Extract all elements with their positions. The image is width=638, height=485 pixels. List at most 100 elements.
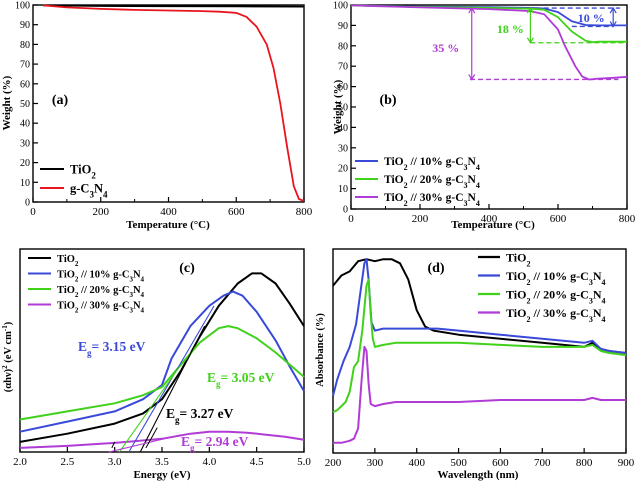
legend-label-part: // 20% g-C (78, 285, 129, 296)
x-tick-label: 900 (618, 457, 635, 469)
tangent-line (118, 364, 182, 453)
legend-label-part: 3 (89, 190, 94, 200)
y-axis-title-part: (αhν) (3, 368, 14, 392)
legend-label-part: 2 (75, 307, 79, 315)
x-tick-label: 5.0 (297, 456, 311, 468)
legend-label-part: 2 (526, 296, 530, 305)
legend-label-part: 2 (91, 171, 96, 181)
legend-label-part: N (133, 301, 141, 312)
x-tick-label: 500 (450, 457, 467, 469)
x-tick-label: 4.5 (250, 456, 264, 468)
y-tick-label: 100 (333, 1, 348, 12)
x-axis-title: Energy (eV) (133, 469, 190, 481)
eg-annotation-part: = 3.27 eV (180, 406, 234, 421)
eg-annotation: Eg= 2.94 eV (181, 434, 249, 453)
series-line (332, 278, 627, 414)
legend-label: TiO2 // 30% g-C3N4 (506, 306, 605, 324)
eg-annotation: Eg= 3.15 eV (78, 339, 146, 358)
arrow-head (526, 6, 534, 14)
legend-label-part: // 20% g-C (408, 174, 464, 186)
legend-label-part: N (94, 182, 103, 196)
legend-label-part: 4 (601, 278, 605, 287)
tangent-line (139, 325, 206, 453)
legend-label-part: N (133, 285, 141, 296)
x-axis-title: Temperature (°C) (451, 219, 535, 231)
x-tick-label: 0 (30, 206, 36, 218)
y-tick-label: 20 (338, 164, 348, 175)
y-tick-label: 60 (338, 82, 348, 93)
y-tick-label: 40 (20, 119, 30, 130)
series-line (350, 4, 627, 43)
legend-label-part: TiO (70, 163, 92, 177)
legend-label-part: TiO (57, 285, 75, 296)
series-line (19, 290, 305, 433)
y-tick-label: 50 (338, 103, 348, 114)
eg-annotation-part: E (181, 434, 190, 449)
arrow-head (609, 21, 617, 28)
legend-label-part: 2 (526, 315, 530, 324)
y-tick-label: 70 (338, 62, 348, 73)
eg-annotation: Eg= 3.27 eV (166, 406, 234, 425)
y-tick-label: 10 (20, 178, 30, 189)
panel-label: (b) (379, 93, 396, 108)
annotation-label: 18 % (497, 22, 524, 36)
x-tick-label: 3.0 (108, 456, 122, 468)
y-tick-label: 10 (338, 184, 348, 195)
y-tick-label: 0 (343, 205, 348, 216)
legend-label-part: 3 (129, 276, 133, 284)
legend-label-part: N (468, 174, 477, 186)
eg-annotation-part: g (216, 379, 221, 389)
plot-frame (332, 248, 627, 454)
legend-label-part: 3 (464, 163, 468, 172)
legend-label-part: 2 (526, 259, 530, 268)
legend-label-part: // 20% g-C (530, 288, 588, 302)
eg-annotation-part: g (175, 415, 180, 425)
x-tick-label: 400 (481, 213, 498, 225)
legend-label-part: TiO (506, 288, 526, 302)
legend-label-part: 4 (476, 181, 480, 190)
x-tick-label: 400 (408, 457, 425, 469)
x-axis-title: Wavelength (nm) (438, 469, 519, 481)
tangent-line (108, 434, 182, 453)
legend-label-part: TiO (506, 306, 526, 320)
x-tick-label: 400 (160, 206, 177, 218)
annotation-arrow (145, 427, 158, 449)
x-tick-label: 2.5 (60, 456, 74, 468)
legend-label-part: 3 (589, 296, 593, 305)
legend-label-part: // 10% g-C (78, 270, 129, 281)
annotation-arrow (111, 441, 116, 449)
y-axis-title: (αhν)2 (eV cm-1) (1, 321, 14, 392)
x-tick-label: 0 (348, 213, 354, 225)
y-tick-label: 90 (20, 20, 30, 31)
x-tick-label: 800 (576, 457, 593, 469)
legend-label-part: N (593, 269, 602, 283)
x-tick-label: 3.5 (155, 456, 169, 468)
y-axis-title-part: ) (3, 321, 14, 325)
legend-label-part: TiO (57, 254, 75, 265)
legend-label-part: TiO (506, 269, 526, 283)
legend-label: TiO2 // 20% g-C3N4 (506, 288, 605, 306)
y-tick-label: 20 (20, 158, 30, 169)
series-line (332, 258, 627, 354)
legend-label: TiO2 // 20% g-C3N4 (384, 174, 480, 190)
legend-label: TiO2 (506, 251, 530, 269)
series-line (19, 430, 305, 449)
legend-label-part: TiO (384, 156, 404, 168)
legend-label-part: N (133, 270, 141, 281)
legend-label-part: // 30% g-C (408, 192, 464, 204)
legend-label: TiO2 (57, 254, 79, 268)
x-tick-label: 800 (619, 213, 636, 225)
legend-label-part: TiO (57, 270, 75, 281)
x-tick-label: 200 (93, 206, 110, 218)
x-tick-label: 300 (367, 457, 384, 469)
x-tick-label: 800 (296, 206, 313, 218)
legend-label-part: 3 (129, 291, 133, 299)
series-line (332, 258, 627, 397)
y-tick-label: 0 (25, 198, 30, 209)
y-tick-label: 40 (338, 123, 348, 134)
y-axis-title-part: 2 (1, 365, 9, 369)
panel-a: 0 200 400 600 800 0 10 20 30 40 50 60 70 80 90 100 Tempe… (1, 1, 313, 232)
legend-label-part: 4 (103, 190, 108, 200)
